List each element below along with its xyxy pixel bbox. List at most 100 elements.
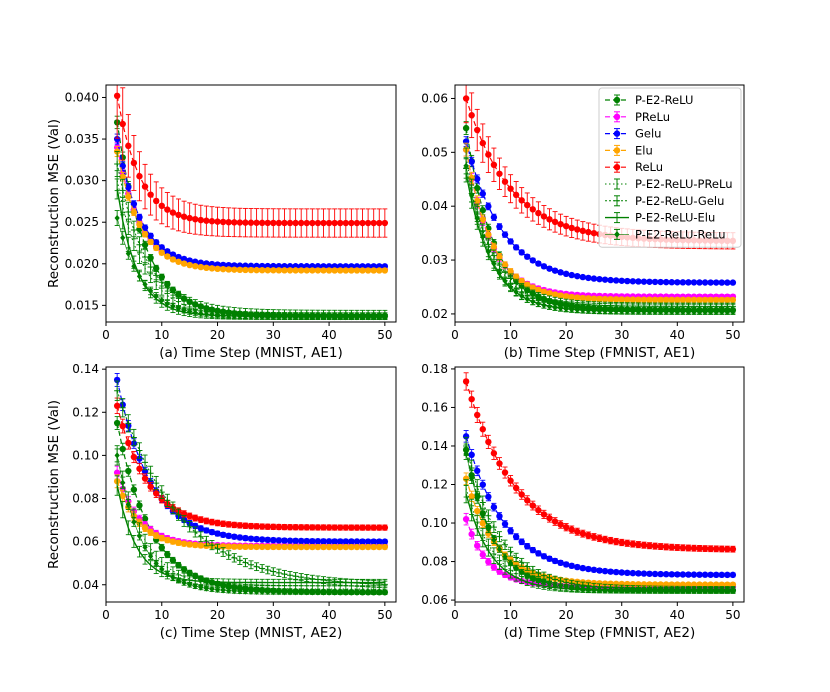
data-point [186,569,193,577]
data-point [175,539,182,547]
data-point [192,514,199,522]
data-point [170,303,176,310]
data-point [113,135,121,143]
data-point [359,543,366,551]
x-tick-label: 10 [154,328,169,342]
data-point [348,543,355,551]
data-point [303,219,310,227]
data-point [180,255,188,263]
data-point [275,523,283,531]
data-point [320,543,327,551]
data-point [286,537,294,544]
data-point [158,249,165,256]
y-tick-label: 0.04 [421,199,448,213]
panel-a: 0 10 20 30 40 50 0.015 0.020 0.025 0.030 0.035 0.04… [46,84,397,361]
data-point [180,213,188,220]
data-point [203,217,210,224]
series-p-e2-relu-relu [114,448,388,596]
data-point [192,541,199,549]
data-point [557,305,564,312]
data-point [203,527,210,534]
data-point [113,402,121,410]
data-point [158,489,165,496]
data-point [381,543,389,551]
data-point [591,307,597,315]
data-point [718,279,725,286]
data-point [303,543,310,551]
data-point [226,312,232,320]
data-point [702,308,708,315]
data-point [141,475,149,482]
data-point [348,267,355,274]
data-point [270,219,277,227]
data-point [147,254,154,262]
data-point [707,296,714,304]
data-point [231,312,237,320]
data-point [292,219,299,227]
data-point [175,211,182,219]
data-point [331,267,338,274]
data-point [519,292,525,300]
data-point [359,313,366,321]
data-point [685,308,692,315]
data-point [203,517,210,525]
data-point [685,279,692,286]
data-point [130,486,138,493]
data-point [624,308,630,315]
data-point [158,495,165,503]
data-point [507,275,514,282]
data-point [208,305,215,312]
data-point [187,308,193,315]
data-point [314,219,322,227]
data-point [208,218,216,225]
data-point [192,309,198,316]
data-point [568,300,575,307]
data-point [365,313,371,321]
data-point [214,530,221,537]
data-point [337,267,344,274]
data-point [130,159,138,167]
data-point [175,258,182,265]
data-point [337,538,344,545]
data-point [540,213,548,220]
data-point [381,524,389,531]
data-point [562,293,570,300]
data-point [651,278,659,286]
data-point [136,213,143,221]
data-point [551,267,559,274]
x-tick-label: 50 [725,328,740,342]
data-point [114,214,120,222]
data-point [635,308,642,315]
data-point [535,209,542,217]
y-tick-label: 0.020 [65,257,99,271]
data-point [159,297,165,304]
series-elu [113,146,389,274]
data-point [242,266,249,274]
data-point [381,267,389,274]
data-point [479,190,486,197]
data-point [225,532,232,540]
data-point [270,267,277,274]
data-point [371,313,377,321]
data-point [181,296,188,303]
data-point [136,273,143,280]
data-point [585,295,592,302]
data-point [518,197,525,204]
data-point [247,535,255,542]
data-point [264,267,271,274]
data-point [585,301,592,308]
data-point [113,92,121,100]
data-point [258,543,266,551]
data-point [219,218,227,226]
x-tick-label: 20 [559,328,574,342]
data-point [713,279,720,286]
data-point [364,524,372,531]
data-point [214,218,221,225]
data-point [258,266,266,274]
data-point [557,269,564,276]
data-point [203,538,210,545]
data-point [152,490,160,497]
data-point [136,221,143,228]
data-point [574,306,580,314]
data-point [186,261,193,269]
